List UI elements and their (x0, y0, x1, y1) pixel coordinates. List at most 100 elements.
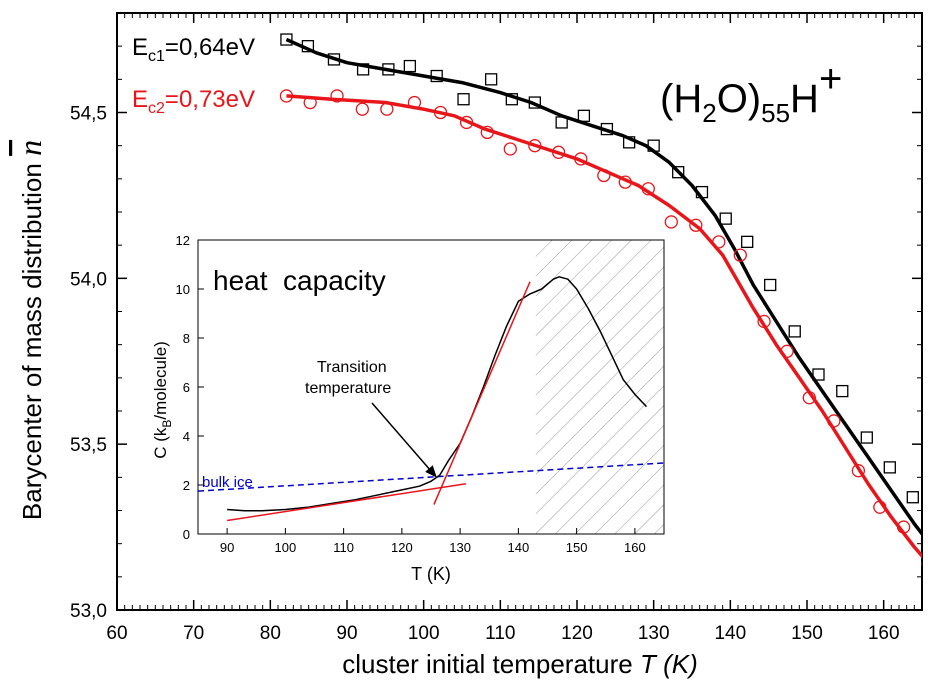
inset-x-axis-label: T (K) (411, 564, 451, 584)
series-2-point (355, 102, 369, 116)
series-2-point (712, 235, 726, 249)
series-2-point (641, 182, 655, 196)
series-2-point (279, 89, 294, 103)
main-series-clip (279, 33, 922, 567)
main-y-tick-label: 54,5 (70, 104, 107, 125)
inset-x-tick-label: 150 (566, 540, 588, 555)
main-x-tick-label: 110 (485, 623, 515, 644)
main-x-tick-label: 100 (408, 623, 440, 644)
inset-x-tick-label: 110 (333, 540, 354, 555)
main-x-tick-label: 150 (791, 623, 823, 644)
main-x-axis-label: cluster initial temperature T (K) (342, 649, 698, 679)
inset-y-axis-label: C (kB/molecule) (151, 341, 174, 459)
main-y-tick-label: 54,0 (70, 269, 107, 290)
series-1-point (622, 136, 636, 149)
series-1-point (430, 69, 443, 83)
main-x-tick-label: 90 (336, 623, 357, 644)
series-2-point (433, 105, 448, 120)
series-1-point (906, 491, 919, 504)
transition-annotation-line-2: temperature (305, 380, 391, 397)
series-1-point (555, 116, 568, 129)
series-1-point (719, 212, 732, 225)
series-2-point (689, 218, 703, 232)
series-2-point (757, 314, 771, 329)
series-2-point (780, 344, 794, 358)
inset-title: heat capacity (213, 265, 386, 296)
series-2-point (851, 464, 866, 478)
series-2-point (827, 414, 841, 428)
main-x-tick-label: 80 (260, 623, 281, 644)
inset-y-tick-label: 0 (183, 527, 190, 542)
series-2-fit-line (286, 94, 922, 559)
main-x-tick-label: 130 (638, 623, 670, 644)
inset-x-tick-label: 100 (275, 540, 297, 555)
series-1-point (836, 384, 849, 398)
series-1-point (695, 185, 709, 199)
series-2-point (303, 95, 317, 110)
series-2-point (574, 152, 588, 166)
inset-x-tick-label: 130 (449, 540, 471, 555)
main-y-axis-label: Barycenter of mass distribution n (12, 140, 48, 520)
series-1-fit-line (285, 37, 922, 537)
main-y-tick-label: 53,5 (70, 435, 107, 456)
main-x-tick-label: 160 (868, 623, 900, 644)
series-2-point (407, 95, 422, 110)
series-1-point (812, 368, 825, 381)
inset-fit-line-1 (227, 483, 467, 522)
series-2-point (896, 520, 911, 534)
main-series-group (279, 33, 922, 567)
main-x-axis-ticks: 60 70 80 90 100 110 120 130 140 150 160 (106, 13, 923, 644)
bulk-ice-label: bulk ice (202, 474, 253, 491)
inset-y-tick-label: 2 (183, 478, 190, 493)
heat-capacity-curve (227, 276, 648, 512)
series-2-point (380, 102, 394, 116)
transition-arrowhead (425, 465, 437, 478)
inset-x-tick-label: 120 (391, 540, 413, 555)
series-2-point (459, 115, 474, 130)
main-y-tick-label: 53,0 (70, 601, 107, 622)
inset-fit-line-2 (433, 281, 531, 505)
series-2-point (503, 142, 517, 156)
series-1-point (764, 278, 777, 292)
main-x-tick-label: 70 (183, 623, 204, 644)
inset-y-tick-label: 8 (183, 331, 190, 346)
series-1-point (301, 40, 315, 53)
series-2-point (528, 139, 542, 153)
series-2-point (551, 145, 566, 159)
legend-series-2-label: Ec2=0,73eV (132, 86, 255, 117)
series-1-point (883, 461, 896, 474)
series-1-point (327, 53, 341, 66)
series-1-point (741, 235, 754, 249)
main-chart: 60 70 80 90 100 110 120 130 140 150 160 53,053,554… (12, 12, 923, 679)
series-1-point (280, 33, 293, 46)
series-2-point (802, 391, 816, 405)
inset-y-tick-label: 12 (176, 233, 190, 248)
main-y-axis-ticks: 53,0 53,5 54,0 54,5 (70, 12, 922, 622)
inset-chart: 90 100 110 120 130 140 150 160 0 2 4 6 8 10 12 heat c… (151, 233, 665, 584)
transition-arrow (371, 402, 430, 470)
legend-series-1-label: Ec1=0,64eV (132, 34, 255, 65)
inset-y-tick-label: 4 (183, 429, 190, 444)
series-2-point (921, 561, 922, 567)
series-2-point (330, 89, 344, 103)
series-2-point (480, 125, 494, 140)
series-1-point (672, 166, 685, 179)
main-x-tick-label: 60 (106, 623, 127, 644)
inset-series-group (198, 276, 664, 522)
inset-x-axis-ticks: 90 100 110 120 130 140 150 160 (220, 528, 646, 555)
formula-annotation: (H2O)55H+ (660, 57, 842, 128)
series-2-point (873, 500, 887, 514)
inset-x-tick-label: 90 (220, 540, 234, 555)
series-1-point (647, 139, 660, 152)
series-1-point (600, 122, 614, 136)
inset-y-tick-label: 10 (176, 282, 190, 297)
series-1-point (403, 59, 417, 73)
transition-annotation-line-1: Transition (317, 359, 387, 376)
series-2-point (664, 215, 678, 229)
series-1-point (860, 431, 873, 444)
inset-y-tick-label: 6 (183, 380, 190, 395)
main-x-tick-label: 140 (714, 623, 746, 644)
main-x-tick-label: 120 (561, 623, 593, 644)
inset-x-tick-label: 160 (624, 540, 646, 555)
